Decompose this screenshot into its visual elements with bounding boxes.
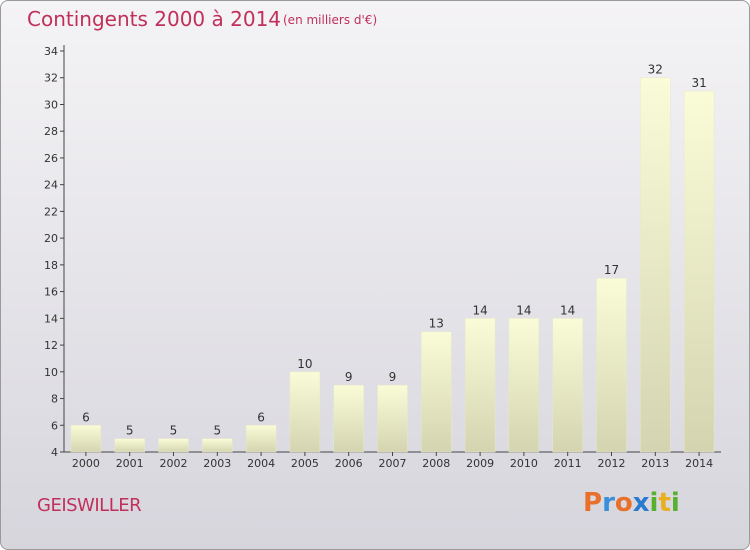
y-tick-label: 6 bbox=[51, 419, 58, 432]
chart-title: Contingents 2000 à 2014 bbox=[27, 7, 282, 31]
data-label: 5 bbox=[126, 424, 134, 438]
proxiti-logo[interactable]: Proxiti bbox=[583, 488, 680, 518]
y-tick-label: 10 bbox=[44, 366, 58, 379]
bar bbox=[552, 318, 583, 453]
x-tick-label: 2001 bbox=[116, 457, 144, 470]
y-tick-label: 14 bbox=[44, 312, 58, 325]
x-tick-label: 2002 bbox=[160, 457, 188, 470]
x-tick-label: 2010 bbox=[510, 457, 538, 470]
x-tick-label: 2003 bbox=[203, 457, 231, 470]
bar bbox=[333, 384, 364, 453]
logo-letter: x bbox=[632, 488, 650, 518]
logo-letter: o bbox=[614, 488, 633, 518]
commune-name: GEISWILLER bbox=[37, 495, 142, 516]
y-tick-label: 16 bbox=[44, 286, 58, 299]
x-tick-label: 2013 bbox=[641, 457, 669, 470]
y-tick-label: 18 bbox=[44, 259, 58, 272]
bar bbox=[202, 438, 233, 453]
data-label: 14 bbox=[472, 303, 487, 317]
chart-subtitle: (en milliers d'€) bbox=[283, 13, 378, 27]
bar bbox=[640, 77, 671, 453]
data-label: 9 bbox=[389, 370, 397, 384]
logo-letter: P bbox=[583, 488, 603, 518]
y-tick-label: 8 bbox=[51, 393, 58, 406]
bar bbox=[377, 384, 408, 453]
y-tick-label: 22 bbox=[44, 205, 58, 218]
data-label: 9 bbox=[345, 370, 353, 384]
y-tick-label: 28 bbox=[44, 125, 58, 138]
data-label: 5 bbox=[170, 424, 178, 438]
y-tick-label: 20 bbox=[44, 232, 58, 245]
y-tick-label: 26 bbox=[44, 152, 58, 165]
data-label: 6 bbox=[82, 410, 90, 424]
x-tick-label: 2011 bbox=[554, 457, 582, 470]
logo-letter: r bbox=[602, 488, 615, 518]
y-tick-label: 4 bbox=[51, 446, 58, 459]
logo-letter: i bbox=[649, 488, 659, 518]
data-label: 13 bbox=[429, 317, 444, 331]
bar bbox=[683, 90, 715, 453]
x-tick-label: 2009 bbox=[466, 457, 494, 470]
bar bbox=[421, 331, 452, 453]
x-tick-label: 2005 bbox=[291, 457, 319, 470]
bar bbox=[70, 425, 102, 453]
bar bbox=[158, 438, 189, 453]
data-label: 5 bbox=[213, 424, 221, 438]
data-label: 17 bbox=[604, 263, 619, 277]
bar bbox=[289, 371, 321, 453]
y-tick-label: 24 bbox=[44, 179, 58, 192]
x-tick-label: 2006 bbox=[335, 457, 363, 470]
y-tick-label: 30 bbox=[44, 98, 58, 111]
x-tick-label: 2000 bbox=[72, 457, 100, 470]
data-label: 14 bbox=[516, 303, 531, 317]
data-label: 32 bbox=[648, 63, 663, 77]
data-label: 14 bbox=[560, 303, 575, 317]
logo-letter: t bbox=[658, 488, 671, 518]
y-tick-label: 34 bbox=[44, 45, 58, 58]
y-tick-label: 12 bbox=[44, 339, 58, 352]
bar bbox=[596, 277, 627, 453]
data-label: 6 bbox=[257, 410, 265, 424]
x-tick-label: 2012 bbox=[598, 457, 626, 470]
y-tick-label: 32 bbox=[44, 72, 58, 85]
bar bbox=[114, 438, 145, 453]
x-tick-label: 2007 bbox=[379, 457, 407, 470]
bar bbox=[245, 425, 277, 453]
bar bbox=[464, 318, 496, 453]
data-label: 10 bbox=[297, 357, 312, 371]
x-tick-label: 2004 bbox=[247, 457, 275, 470]
x-tick-label: 2014 bbox=[685, 457, 713, 470]
logo-letter: i bbox=[670, 488, 680, 518]
x-tick-label: 2008 bbox=[422, 457, 450, 470]
bar bbox=[508, 318, 540, 453]
data-label: 31 bbox=[691, 76, 706, 90]
